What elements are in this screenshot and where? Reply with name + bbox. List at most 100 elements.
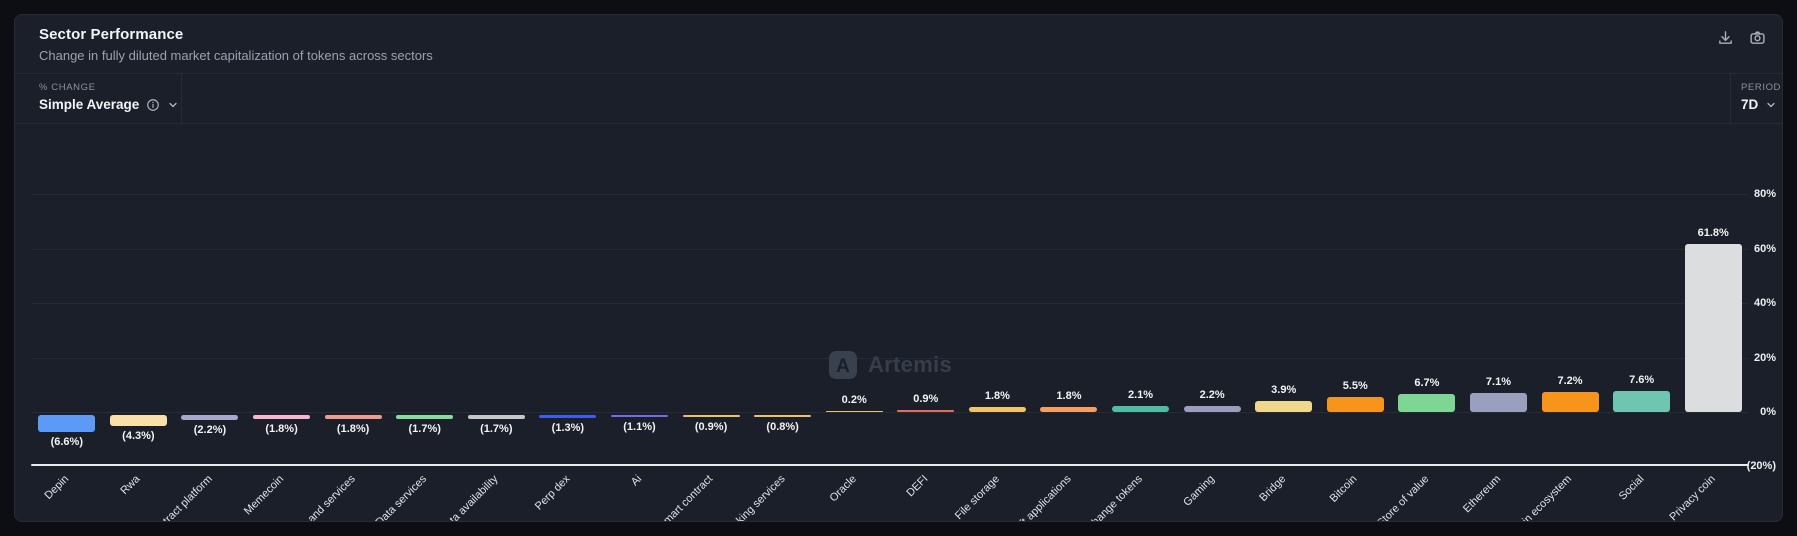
sector-performance-card: Sector Performance Change in fully dilut… — [14, 14, 1783, 522]
bar[interactable] — [467, 414, 525, 420]
artemis-logo-icon: A — [828, 351, 857, 379]
bar-value-label: (0.9%) — [694, 420, 728, 433]
gridline — [31, 248, 1749, 250]
bar[interactable] — [1112, 406, 1170, 412]
sector-performance-chart: A Artemis (6.6%) (4.3%) (2.2%) (1.8%) (1.8%)… — [15, 124, 1782, 522]
x-axis-label: Data services — [373, 473, 430, 522]
x-axis-label: Privacy coin — [1667, 473, 1718, 522]
bar-value-label: (6.6%) — [50, 436, 83, 449]
bar[interactable] — [324, 414, 382, 420]
x-axis-label: Memecoin — [241, 473, 287, 518]
bar-value-label: (1.8%) — [336, 423, 370, 436]
bar[interactable] — [897, 409, 955, 412]
y-axis-label: 40% — [1753, 297, 1776, 309]
bar-value-label: (2.2%) — [193, 424, 227, 437]
x-axis-line — [31, 464, 1749, 466]
bar-value-label: 5.5% — [1342, 380, 1368, 392]
bar-value-label: 3.9% — [1271, 384, 1297, 397]
x-axis-label: Gen 1 smart contract — [634, 473, 716, 522]
controls-row: % CHANGE Simple Average PERIOD 7D — [15, 74, 1782, 124]
period-control: PERIOD 7D — [1730, 74, 1782, 123]
bar[interactable] — [253, 414, 311, 420]
x-axis-label: DEFI — [904, 473, 931, 500]
bar[interactable] — [539, 414, 597, 419]
bar-value-label: 0.9% — [913, 392, 939, 405]
bar[interactable] — [968, 407, 1026, 412]
bar[interactable] — [825, 411, 883, 412]
bar[interactable] — [396, 414, 454, 420]
bar[interactable] — [181, 414, 239, 421]
bar-value-label: (1.7%) — [480, 423, 513, 436]
watermark-text: Artemis — [867, 352, 953, 377]
x-axis-label: Perp dex — [532, 473, 573, 513]
bar-value-label: 2.1% — [1127, 389, 1154, 402]
x-axis-label: Bitcoin — [1327, 473, 1360, 505]
bar-value-label: (4.3%) — [122, 430, 155, 443]
info-icon[interactable] — [146, 98, 160, 112]
bar-value-label: 7.1% — [1485, 375, 1511, 388]
bar-value-label: 7.6% — [1629, 374, 1655, 387]
metric-value: Simple Average — [39, 97, 140, 112]
bar-value-label: 1.8% — [984, 390, 1010, 403]
x-axis-label: Ethereum — [1460, 473, 1503, 516]
bar[interactable] — [1326, 397, 1384, 412]
header-actions — [1717, 29, 1766, 46]
gridline — [31, 194, 1749, 195]
x-axis-label: Rwa — [118, 473, 143, 498]
x-axis-labels: Depin Rwa Smart contract platform Memecoin U… — [31, 466, 1749, 522]
period-select[interactable]: 7D — [1741, 97, 1776, 112]
download-button[interactable] — [1717, 29, 1734, 46]
x-axis-label: Utilities and services — [278, 473, 358, 522]
bar[interactable] — [1183, 406, 1241, 412]
download-icon — [1719, 31, 1732, 44]
metric-select[interactable]: Simple Average — [39, 97, 177, 112]
bar[interactable] — [109, 414, 167, 427]
bar-value-label: (1.7%) — [408, 423, 441, 436]
x-axis-label: Bridge — [1257, 473, 1289, 504]
screenshot-button[interactable] — [1749, 29, 1766, 46]
x-axis-label: Depin — [42, 473, 72, 502]
bar[interactable] — [1255, 401, 1313, 412]
y-axis-label: 60% — [1753, 242, 1776, 255]
bar[interactable] — [1469, 392, 1527, 412]
x-axis-label: File storage — [952, 473, 1002, 522]
x-axis-label: Store of value — [1374, 473, 1432, 522]
x-axis-label: Ai — [628, 473, 644, 489]
svg-text:A: A — [836, 356, 850, 377]
card-header: Sector Performance Change in fully dilut… — [15, 15, 1782, 74]
camera-icon — [1750, 31, 1765, 44]
x-axis-label: Data availability — [437, 473, 501, 522]
period-label: PERIOD — [1741, 82, 1782, 93]
y-axis-label: (20%) — [1746, 460, 1776, 472]
bar[interactable] — [682, 414, 740, 417]
bar-value-label: (1.1%) — [623, 421, 656, 434]
y-axis-label: 20% — [1753, 351, 1776, 364]
bar-value-label: 61.8% — [1697, 226, 1729, 239]
bar-value-label: 0.2% — [841, 394, 867, 406]
bar-value-label: 7.2% — [1557, 375, 1583, 388]
bar-value-label: 1.8% — [1056, 390, 1082, 403]
metric-control: % CHANGE Simple Average — [15, 74, 182, 123]
y-axis-label: 80% — [1753, 188, 1776, 200]
x-axis-label: Nft applications — [1011, 473, 1074, 522]
bar[interactable] — [754, 414, 812, 417]
bar[interactable] — [38, 414, 96, 433]
bar-value-label: (1.3%) — [551, 422, 585, 435]
x-axis-label: Social — [1616, 473, 1647, 503]
gridline — [31, 303, 1749, 304]
bar[interactable] — [1541, 392, 1599, 412]
bar[interactable] — [1613, 391, 1671, 412]
bar[interactable] — [1040, 407, 1098, 412]
x-axis-label: Bitcoin ecosystem — [1503, 473, 1575, 522]
controls-spacer — [182, 74, 1730, 123]
y-axis-label: 0% — [1760, 406, 1776, 418]
bar[interactable] — [1398, 393, 1456, 412]
bar-value-label: 2.2% — [1199, 389, 1225, 401]
plot-area: A Artemis (6.6%) (4.3%) (2.2%) (1.8%) (1.8%)… — [31, 174, 1749, 466]
bar-value-label: (1.8%) — [265, 423, 298, 436]
x-axis-label: Exchange tokens — [1076, 473, 1146, 522]
bar[interactable] — [610, 414, 668, 418]
page-subtitle: Change in fully diluted market capitaliz… — [39, 48, 433, 63]
page-title: Sector Performance — [39, 26, 184, 43]
bar[interactable] — [1684, 243, 1742, 412]
